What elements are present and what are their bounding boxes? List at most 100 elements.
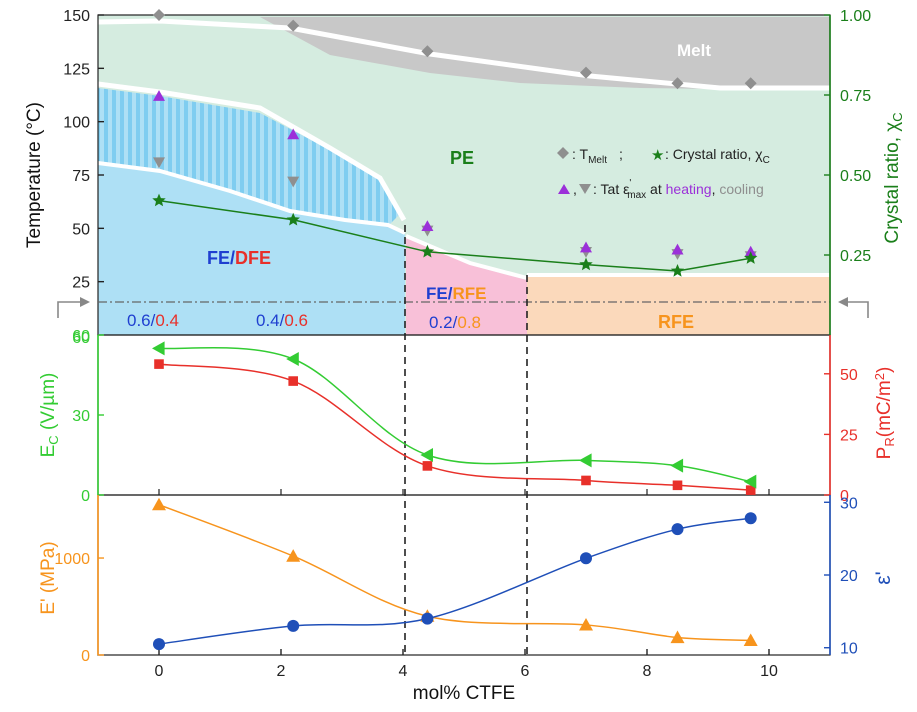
- legend-heating-text: heating: [666, 181, 712, 197]
- pr-point-2: [422, 461, 433, 471]
- rfe-region: [527, 276, 830, 335]
- crystal-ratio-point-1: [286, 212, 300, 226]
- ec-point-5: [743, 474, 757, 489]
- legend-tat-text: : Tat ε' max at heating, cooling: [593, 178, 764, 201]
- x-tick-label-1: 2: [277, 663, 286, 680]
- legend-crystal-sub: C: [763, 155, 770, 166]
- pr-point-3: [581, 475, 591, 486]
- dfe-text: DFE: [235, 248, 271, 268]
- cooling-point-0: [153, 157, 165, 169]
- ratio-label-0: 0.6/0.4: [127, 311, 179, 330]
- top-y2-tick-label-1: 0.50: [840, 168, 871, 185]
- ec-point-0: [152, 341, 165, 356]
- top-y-axis-title: Temperature (°C): [24, 102, 45, 248]
- bottom-y2-tick-label-2: 30: [840, 495, 858, 512]
- legend-tat-sup: ': [629, 178, 631, 189]
- legend-tmelt-b: ;: [619, 146, 623, 162]
- middle-y2-axis-title: PR(mC/m2): [872, 367, 897, 460]
- heating-point-3: [580, 241, 592, 253]
- ec-point-2: [420, 448, 433, 462]
- ratio-fe-2: 0.2: [429, 313, 453, 332]
- bottom-panel-frame: [97, 494, 831, 656]
- bottom-y-tick-label-1: 1000: [54, 551, 90, 568]
- top-y-tick-label-5: 150: [63, 8, 90, 25]
- ratio-slash-2: /: [453, 313, 458, 332]
- middle-y-tick-label-0: 0: [81, 488, 90, 505]
- legend-crystal-a: : Crystal ratio, χ: [665, 146, 763, 162]
- pe-label: PE: [450, 148, 474, 168]
- pr-line: [158, 363, 751, 491]
- rfe-label: RFE: [658, 312, 694, 332]
- tmelt-point-5: [744, 77, 757, 90]
- cooling-point-1: [287, 176, 300, 188]
- ratio-fe-1: 0.4: [256, 311, 280, 330]
- x-tick-label-3: 6: [521, 663, 530, 680]
- x-tick-label-4: 8: [643, 663, 652, 680]
- melt-label: Melt: [677, 41, 711, 60]
- permittivity-point-4: [671, 523, 684, 536]
- storage-modulus-line: [158, 503, 751, 642]
- bottom-y-tick-label-0: 0: [81, 648, 90, 665]
- ratio-slash-0: /: [151, 311, 156, 330]
- ratio-fe-0: 0.6: [127, 311, 151, 330]
- fe-dfe-label: FE/DFE: [207, 248, 271, 268]
- top-y2-tick-label-3: 1.00: [840, 8, 871, 25]
- ratio-slash-1: /: [280, 311, 285, 330]
- crystal-ratio-point-4: [670, 264, 685, 277]
- reference-arrow-left: [57, 301, 82, 318]
- bottom-y2-tick-label-1: 20: [840, 568, 858, 585]
- x-tick-label-5: 10: [760, 663, 778, 680]
- legend-tat-a: : Tat ε: [593, 181, 629, 197]
- middle-y-axis-title: EC (V/µm): [38, 373, 61, 458]
- chi-sub: C: [890, 112, 905, 121]
- reference-arrow-left-head: [80, 297, 90, 307]
- tmelt-point-1: [287, 19, 300, 32]
- legend-cooling-text: cooling: [719, 181, 763, 197]
- crystal-ratio-line: [158, 199, 751, 272]
- ec-point-4: [670, 458, 684, 473]
- bottom-y-axis-title: E' (MPa): [38, 541, 59, 614]
- ratio-other-2: 0.8: [457, 313, 481, 332]
- ratio-label-2: 0.2/0.8: [429, 313, 481, 332]
- ratio-label-1: 0.4/0.6: [256, 311, 308, 330]
- x-axis-title: mol% CTFE: [413, 683, 515, 704]
- reference-arrow-right-head: [838, 297, 848, 307]
- storage-modulus-point-4: [670, 630, 685, 644]
- storage-modulus-point-3: [579, 617, 593, 631]
- permittivity-point-5: [744, 512, 757, 525]
- legend-tmelt-sub: Melt: [588, 155, 607, 166]
- phase-regions: [97, 15, 830, 335]
- permittivity-point-3: [580, 552, 592, 565]
- top-y-tick-label-2: 75: [72, 168, 90, 185]
- melt-region: [260, 17, 830, 89]
- legend-diamond-icon: [557, 147, 569, 159]
- pr-point-5: [745, 485, 756, 495]
- axes-layer: 2550751001251500.250.500.751.00030600255…: [54, 8, 871, 680]
- storage-modulus-point-1: [286, 549, 301, 562]
- heating-point-2: [421, 220, 434, 231]
- x-tick-label-2: 4: [399, 663, 408, 680]
- middle-y2-tick-label-1: 25: [840, 427, 858, 444]
- pr-point-4: [672, 480, 683, 491]
- permittivity-point-2: [421, 612, 434, 625]
- top-y-tick-label-3: 100: [63, 115, 90, 132]
- middle-y-tick-label-top: 60: [72, 330, 90, 347]
- ec-point-1: [286, 352, 299, 366]
- heating-point-4: [671, 243, 684, 255]
- fe-text-2: FE: [426, 284, 448, 303]
- middle-y-tick-label-1: 30: [72, 408, 90, 425]
- top-y2-tick-label-0: 0.25: [840, 248, 871, 265]
- bottom-y2-tick-label-0: 10: [840, 641, 858, 658]
- slash-text: /: [230, 248, 235, 268]
- top-y-tick-label-0: 25: [72, 275, 90, 292]
- rfe-text-2: RFE: [452, 284, 486, 303]
- fe-text: FE: [207, 248, 230, 268]
- fe-hatch-boundary: [97, 161, 406, 235]
- fe-upper-boundary: [97, 81, 407, 222]
- storage-modulus-point-0: [152, 497, 166, 511]
- crystal-ratio-point-0: [152, 193, 166, 207]
- top-y2-axis-title: Crystal ratio, χC: [882, 112, 905, 243]
- legend-tmelt-text: : TMelt;: [572, 146, 623, 166]
- x-tick-label-0: 0: [155, 663, 164, 680]
- legend-tat-sub: max: [627, 190, 646, 201]
